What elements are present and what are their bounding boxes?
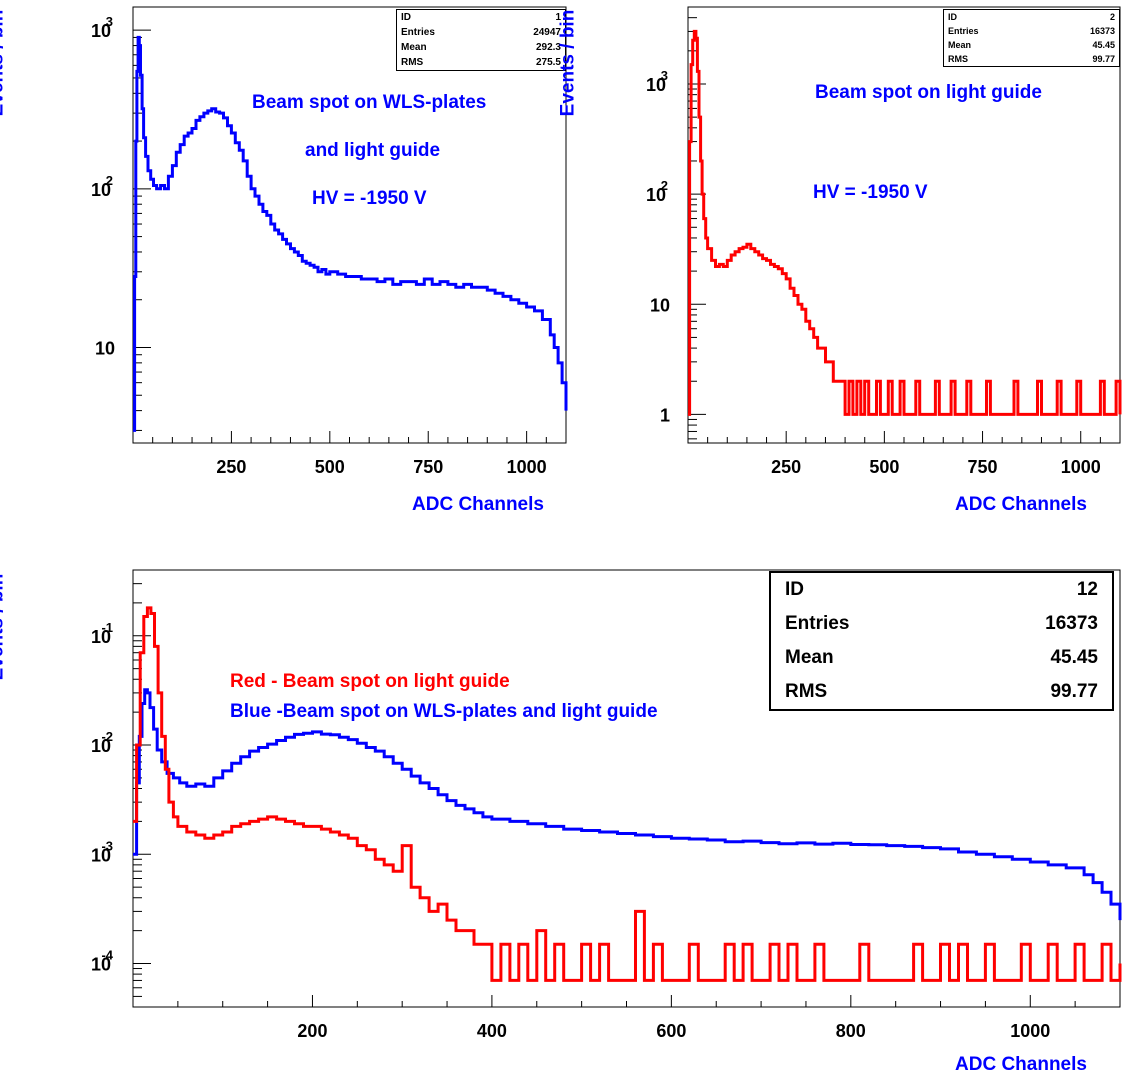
- annotation-beam-spot-light-guide: Beam spot on light guide: [815, 82, 1042, 103]
- x-tick-label: 200: [297, 1021, 327, 1041]
- stats-entries-value: 16373: [1045, 613, 1098, 634]
- y-tick-exponent: 2: [661, 178, 668, 193]
- annotation-and-light-guide: and light guide: [305, 140, 441, 161]
- y-tick-exponent: -2: [101, 729, 113, 744]
- y-tick-exponent: 2: [106, 173, 113, 188]
- x-tick-label: 750: [968, 457, 998, 477]
- stats-rms-label: RMS: [785, 681, 828, 702]
- x-axis-title-1: ADC Channels: [412, 494, 544, 515]
- y-tick-label: 10: [91, 21, 111, 41]
- stats-rms-value: 275.5: [535, 57, 561, 68]
- stats-mean-label: Mean: [401, 42, 427, 53]
- stats-mean-value: 45.45: [1050, 647, 1098, 668]
- y-axis-title-3: Events / bin: [0, 573, 8, 681]
- annotation-hv-2: HV = -1950 V: [813, 182, 928, 203]
- x-tick-label: 500: [869, 457, 899, 477]
- x-tick-label: 1000: [1061, 457, 1101, 477]
- y-axis-title-1: Events / bin: [0, 9, 8, 117]
- x-axis-title-3: ADC Channels: [955, 1054, 1087, 1075]
- y-tick-exponent: -1: [101, 620, 113, 635]
- stats-rms-value: 99.77: [1050, 681, 1098, 702]
- stats-id-value: 1: [555, 12, 561, 23]
- x-tick-label: 250: [771, 457, 801, 477]
- stats-rms-label: RMS: [401, 57, 424, 68]
- y-tick-label: 10: [650, 295, 670, 315]
- stats-id-value: 2: [1109, 12, 1115, 22]
- stats-mean-value: 45.45: [1092, 40, 1115, 50]
- annotation-beam-spot-wls: Beam spot on WLS-plates: [252, 92, 487, 113]
- y-tick-exponent: 3: [661, 68, 668, 83]
- x-axis-title-2: ADC Channels: [955, 494, 1087, 515]
- stats-rms-value: 99.77: [1092, 54, 1115, 64]
- annotation-hv-1: HV = -1950 V: [312, 188, 427, 209]
- y-tick-label: 10: [91, 627, 111, 647]
- stats-id-label: ID: [401, 12, 411, 23]
- y-tick-label: 1: [660, 405, 670, 425]
- y-tick-exponent: -3: [101, 838, 113, 853]
- y-tick-exponent: -4: [101, 948, 113, 963]
- x-tick-label: 800: [836, 1021, 866, 1041]
- histogram-blue-1: [133, 35, 568, 432]
- y-tick-label: 10: [95, 338, 115, 358]
- stats-id-label: ID: [948, 12, 957, 22]
- y-tick-label: 10: [91, 845, 111, 865]
- legend-red: Red - Beam spot on light guide: [230, 671, 510, 692]
- stats-rms-label: RMS: [948, 54, 968, 64]
- legend-blue: Blue -Beam spot on WLS-plates and light …: [230, 701, 658, 722]
- stats-entries-value: 16373: [1089, 26, 1115, 36]
- plot-frame-1: [132, 6, 567, 444]
- stats-mean-value: 292.3: [535, 42, 561, 53]
- stats-id-value: 12: [1076, 579, 1098, 600]
- histogram-red-2: [688, 29, 1122, 416]
- x-tick-label: 1000: [1010, 1021, 1050, 1041]
- plot-frame-2: [687, 6, 1121, 444]
- x-tick-label: 600: [656, 1021, 686, 1041]
- stats-mean-label: Mean: [785, 647, 834, 668]
- stats-box-12: ID 12 Entries 16373 Mean 45.45 RMS 99.77: [769, 571, 1114, 711]
- stats-entries-label: Entries: [785, 613, 850, 634]
- stats-box-2: ID 2 Entries 16373 Mean 45.45 RMS 99.77: [943, 9, 1120, 67]
- y-tick-label: 10: [91, 180, 111, 200]
- y-tick-label: 10: [646, 185, 666, 205]
- y-tick-exponent: 3: [106, 14, 113, 29]
- histogram-blue-3: [133, 688, 1122, 921]
- stats-entries-label: Entries: [401, 27, 435, 38]
- y-axis-title-2: Events / bin: [557, 9, 579, 117]
- x-tick-label: 250: [216, 457, 246, 477]
- stats-mean-label: Mean: [948, 40, 972, 50]
- histogram-red-3: [133, 606, 1122, 982]
- stats-entries-label: Entries: [948, 26, 979, 36]
- y-tick-label: 10: [91, 736, 111, 756]
- stats-id-label: ID: [785, 579, 804, 600]
- x-tick-label: 750: [413, 457, 443, 477]
- x-tick-label: 500: [315, 457, 345, 477]
- stats-box-1: ID 1 Entries 24947 Mean 292.3 RMS 275.5: [396, 9, 566, 71]
- y-tick-label: 10: [646, 75, 666, 95]
- stats-entries-value: 24947: [533, 27, 561, 38]
- y-tick-label: 10: [91, 955, 111, 975]
- x-tick-label: 400: [477, 1021, 507, 1041]
- x-tick-label: 1000: [507, 457, 547, 477]
